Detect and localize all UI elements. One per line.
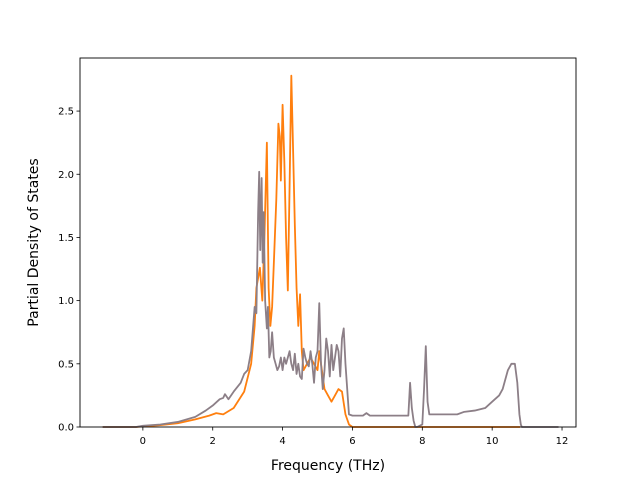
y-tick-label: 1.0 (58, 296, 74, 307)
series-line-2 (102, 170, 559, 428)
x-tick-label: 2 (210, 436, 216, 447)
x-tick-label: 6 (349, 436, 355, 447)
x-axis-ticks: 0 2 4 6 8 10 12 (140, 427, 569, 447)
y-tick-label: 0.0 (58, 423, 74, 434)
y-tick-label: 1.5 (58, 233, 74, 244)
x-tick-label: 12 (556, 436, 569, 447)
series-layer (102, 74, 559, 428)
y-axis-label: Partial Density of States (26, 158, 42, 326)
y-tick-label: 2.5 (58, 107, 74, 118)
plot-frame (79, 57, 577, 428)
x-tick-label: 0 (140, 436, 146, 447)
x-tick-label: 10 (486, 436, 499, 447)
y-tick-label: 2.0 (58, 170, 74, 181)
y-tick-label: 0.5 (58, 359, 74, 370)
x-tick-label: 8 (419, 436, 425, 447)
series-line-1 (102, 74, 521, 428)
x-axis-label: Frequency (THz) (271, 458, 385, 474)
x-tick-label: 4 (279, 436, 285, 447)
y-axis-ticks: 0.0 0.5 1.0 1.5 2.0 2.5 (58, 107, 80, 434)
